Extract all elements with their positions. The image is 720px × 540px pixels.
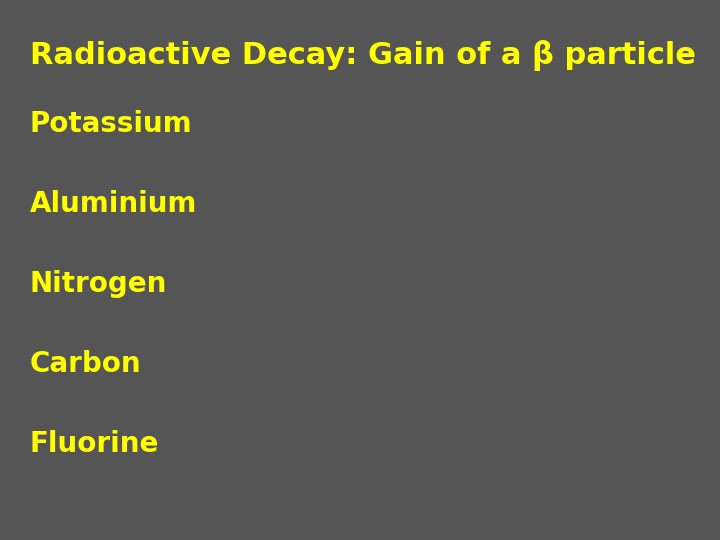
Text: Aluminium: Aluminium	[30, 190, 197, 218]
Text: Radioactive Decay: Gain of a β particle: Radioactive Decay: Gain of a β particle	[30, 40, 696, 71]
Text: Fluorine: Fluorine	[30, 430, 159, 458]
Text: Carbon: Carbon	[30, 350, 142, 378]
Text: Nitrogen: Nitrogen	[30, 270, 167, 298]
Text: Potassium: Potassium	[30, 110, 193, 138]
